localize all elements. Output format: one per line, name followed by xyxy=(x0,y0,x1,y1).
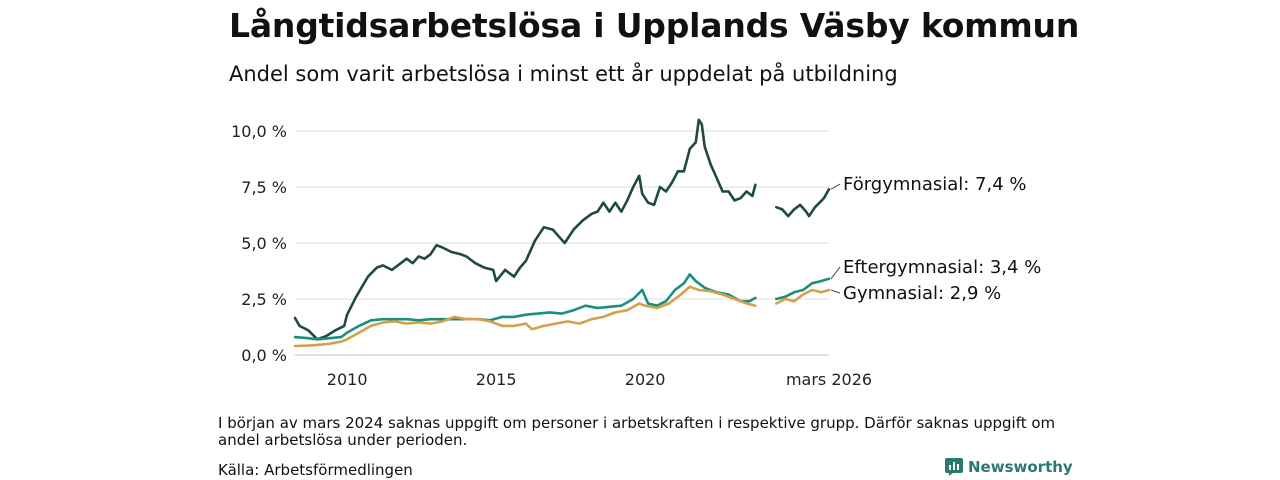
y-tick-label: 2,5 % xyxy=(241,290,287,309)
series-end-label: Gymnasial: 2,9 % xyxy=(843,283,1001,304)
brand-logo: Newsworthy xyxy=(945,458,1073,476)
x-tick-label: 2015 xyxy=(476,370,517,389)
y-tick-label: 0,0 % xyxy=(241,346,287,365)
chart-title: Långtidsarbetslösa i Upplands Väsby komm… xyxy=(229,6,1080,45)
y-tick-label: 5,0 % xyxy=(241,234,287,253)
series-line-gymnasial xyxy=(293,285,831,348)
series-lines xyxy=(293,118,831,348)
x-tick-label: 2010 xyxy=(327,370,368,389)
x-axis: 2010 2015 2020 mars 2026 xyxy=(327,370,872,389)
grid-lines xyxy=(295,130,829,356)
series-line-förgymnasial xyxy=(293,118,831,341)
brand-name: Newsworthy xyxy=(968,458,1073,476)
label-leader xyxy=(830,183,841,190)
footnote: I början av mars 2024 saknas uppgift om … xyxy=(218,414,1056,449)
series-end-label: Eftergymnasial: 3,4 % xyxy=(843,257,1041,278)
x-tick-label: 2020 xyxy=(625,370,666,389)
y-tick-label: 7,5 % xyxy=(241,178,287,197)
series-labels: Förgymnasial: 7,4 % Eftergymnasial: 3,4 %… xyxy=(830,174,1041,304)
chart-subtitle: Andel som varit arbetslösa i minst ett å… xyxy=(229,62,898,86)
source-text: Källa: Arbetsförmedlingen xyxy=(218,461,413,479)
y-tick-label: 10,0 % xyxy=(231,122,287,141)
label-leader xyxy=(830,289,841,294)
x-tick-label: mars 2026 xyxy=(786,370,872,389)
series-end-label: Förgymnasial: 7,4 % xyxy=(843,174,1027,195)
series-line-eftergymnasial xyxy=(293,273,831,341)
newsworthy-icon xyxy=(945,458,963,476)
label-leader xyxy=(830,266,841,280)
y-axis: 0,0 % 2,5 % 5,0 % 7,5 % 10,0 % xyxy=(231,122,287,365)
